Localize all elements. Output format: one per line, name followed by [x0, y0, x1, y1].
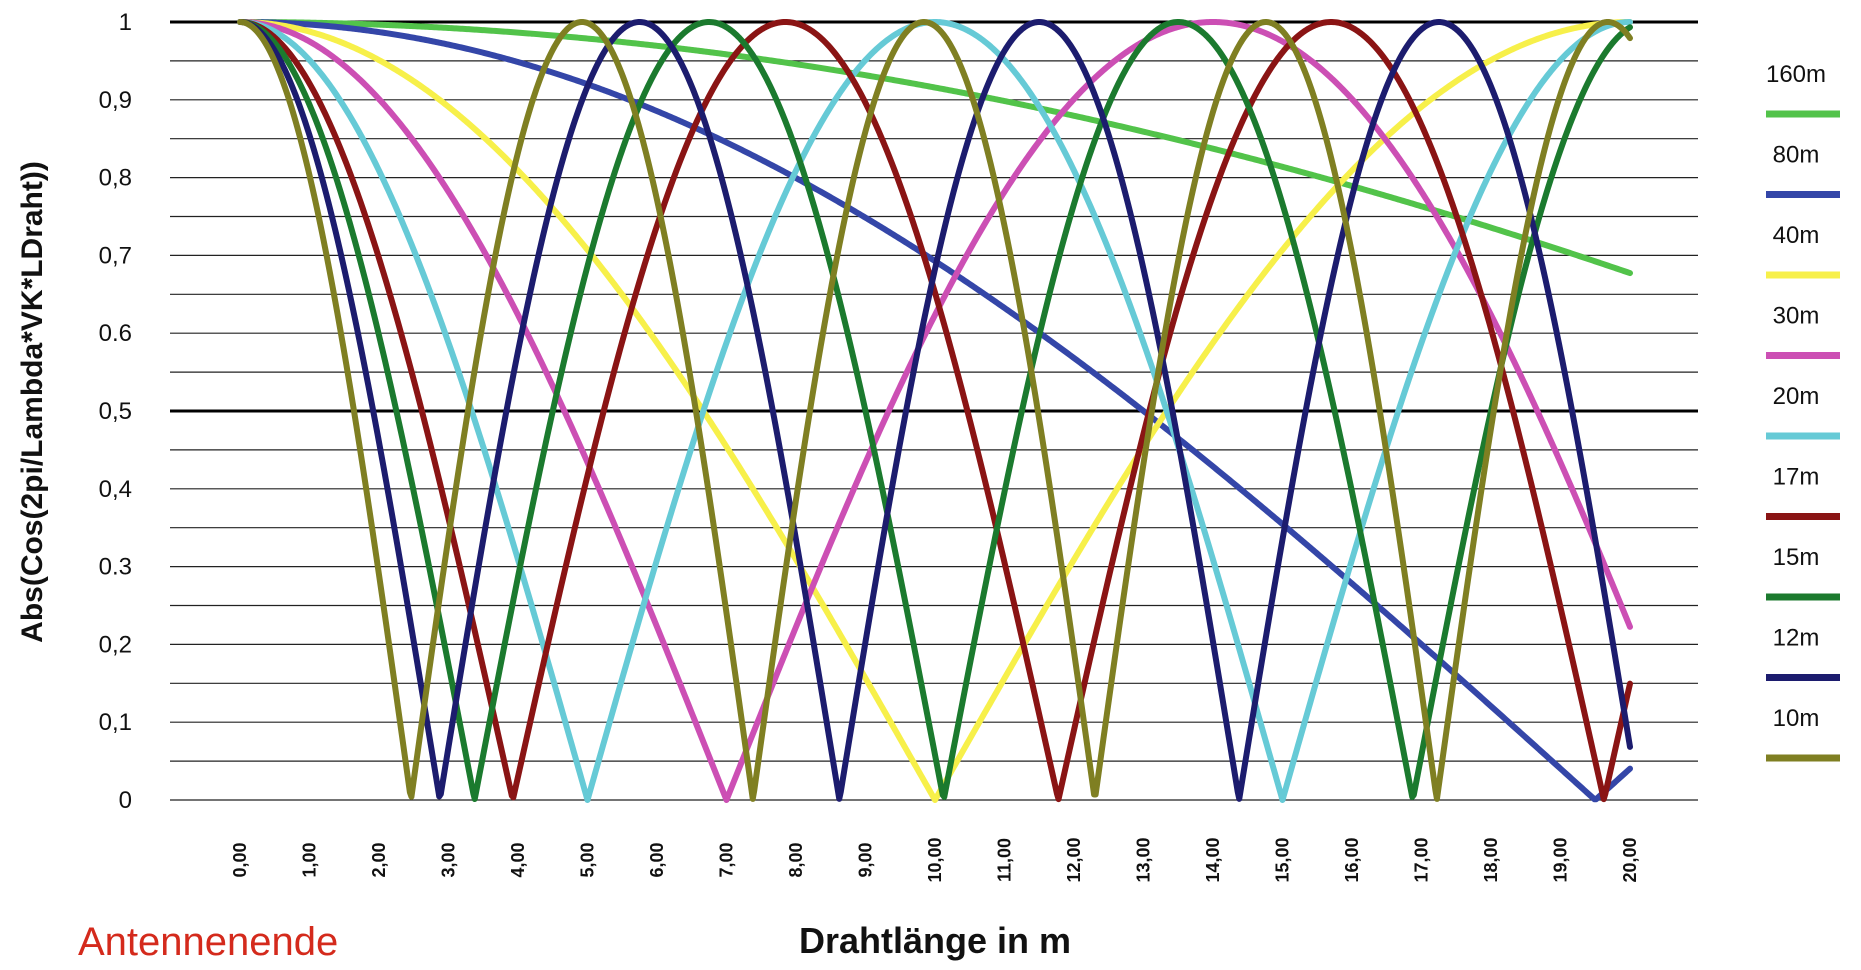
x-tick-label: 1,00 [300, 842, 320, 877]
y-tick-label: 0 [119, 787, 132, 814]
legend-label: 17m [1773, 464, 1820, 491]
legend-label: 20m [1773, 383, 1820, 410]
y-tick-label: 0,4 [99, 476, 132, 503]
legend: 160m 80m 40m 30m 20m 17m 15m 12m 10m [1766, 61, 1840, 762]
series-line-15m [237, 19, 1633, 802]
antennenende-annotation: Antennenende [78, 920, 338, 964]
series-line-160m [237, 19, 1633, 277]
y-tick-label: 0,8 [99, 165, 132, 192]
x-tick-label: 18,00 [1481, 837, 1501, 882]
y-axis-label: Abs(Cos(2pi/Lambda*VK*LDraht)) [16, 161, 49, 643]
x-tick-label: 4,00 [508, 842, 528, 877]
x-tick-label: 9,00 [856, 842, 876, 877]
x-tick-label: 16,00 [1342, 837, 1362, 882]
x-tick-label: 3,00 [439, 842, 459, 877]
y-tick-label: 0,7 [99, 242, 132, 269]
y-tick-label: 0.3 [99, 554, 132, 581]
x-tick-label: 8,00 [786, 842, 806, 877]
y-tick-label: 0,9 [99, 87, 132, 114]
x-tick-label: 11,00 [995, 838, 1015, 882]
y-axis-ticks: 0 0,1 0,2 0.3 0,4 0,5 0.6 0,7 0,8 0,9 1 [99, 9, 132, 814]
x-tick-label: 7,00 [717, 842, 737, 877]
series-line-40m [237, 19, 1633, 803]
x-tick-label: 10,00 [925, 837, 945, 882]
legend-label: 10m [1773, 705, 1820, 732]
series-lines [237, 19, 1633, 803]
series-line-12m [237, 19, 1633, 802]
x-tick-label: 6,00 [647, 842, 667, 877]
x-tick-label: 5,00 [578, 842, 598, 877]
series-line-10m [237, 19, 1633, 802]
y-tick-label: 1 [119, 9, 132, 36]
legend-label: 12m [1773, 625, 1820, 652]
series-line-30m [237, 19, 1633, 803]
x-axis-label: Drahtlänge in m [799, 920, 1071, 961]
legend-label: 40m [1773, 222, 1820, 249]
legend-label: 15m [1773, 544, 1820, 571]
x-axis-ticks: 0,00 1,00 2,00 3,00 4,00 5,00 6,00 7,00 8,00 9,00… [230, 837, 1640, 882]
x-tick-label: 15,00 [1273, 837, 1293, 882]
y-tick-label: 0,2 [99, 631, 132, 658]
x-tick-label: 14,00 [1203, 837, 1223, 882]
legend-label: 160m [1766, 61, 1826, 88]
y-tick-label: 0.6 [99, 320, 132, 347]
legend-label: 80m [1773, 142, 1820, 169]
x-tick-label: 19,00 [1551, 837, 1571, 882]
y-tick-label: 0,5 [99, 398, 132, 425]
x-tick-label: 17,00 [1412, 837, 1432, 882]
series-line-20m [237, 19, 1633, 803]
x-tick-label: 2,00 [369, 842, 389, 877]
x-tick-label: 20,00 [1620, 837, 1640, 882]
x-tick-label: 13,00 [1134, 837, 1154, 882]
x-tick-label: 0,00 [230, 842, 250, 877]
legend-label: 30m [1773, 303, 1820, 330]
x-tick-label: 12,00 [1064, 837, 1084, 882]
y-tick-label: 0,1 [99, 709, 132, 736]
